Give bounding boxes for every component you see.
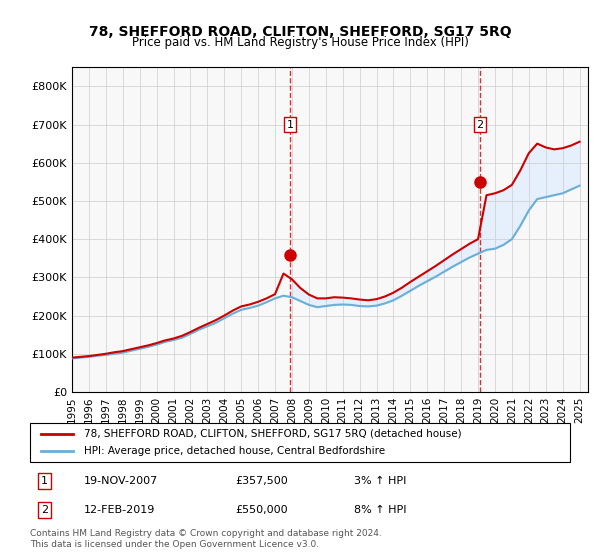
Text: 2: 2: [41, 505, 48, 515]
Text: 2: 2: [476, 119, 484, 129]
Text: £357,500: £357,500: [235, 476, 288, 486]
Text: 12-FEB-2019: 12-FEB-2019: [84, 505, 155, 515]
Text: Price paid vs. HM Land Registry's House Price Index (HPI): Price paid vs. HM Land Registry's House …: [131, 36, 469, 49]
Text: 3% ↑ HPI: 3% ↑ HPI: [354, 476, 406, 486]
Text: 78, SHEFFORD ROAD, CLIFTON, SHEFFORD, SG17 5RQ: 78, SHEFFORD ROAD, CLIFTON, SHEFFORD, SG…: [89, 25, 511, 39]
Text: 78, SHEFFORD ROAD, CLIFTON, SHEFFORD, SG17 5RQ (detached house): 78, SHEFFORD ROAD, CLIFTON, SHEFFORD, SG…: [84, 429, 461, 439]
Text: 8% ↑ HPI: 8% ↑ HPI: [354, 505, 407, 515]
Text: Contains HM Land Registry data © Crown copyright and database right 2024.
This d: Contains HM Land Registry data © Crown c…: [30, 529, 382, 549]
Text: £550,000: £550,000: [235, 505, 288, 515]
Text: 1: 1: [41, 476, 48, 486]
FancyBboxPatch shape: [30, 423, 570, 462]
Text: 1: 1: [287, 119, 293, 129]
Text: 19-NOV-2007: 19-NOV-2007: [84, 476, 158, 486]
Text: HPI: Average price, detached house, Central Bedfordshire: HPI: Average price, detached house, Cent…: [84, 446, 385, 456]
